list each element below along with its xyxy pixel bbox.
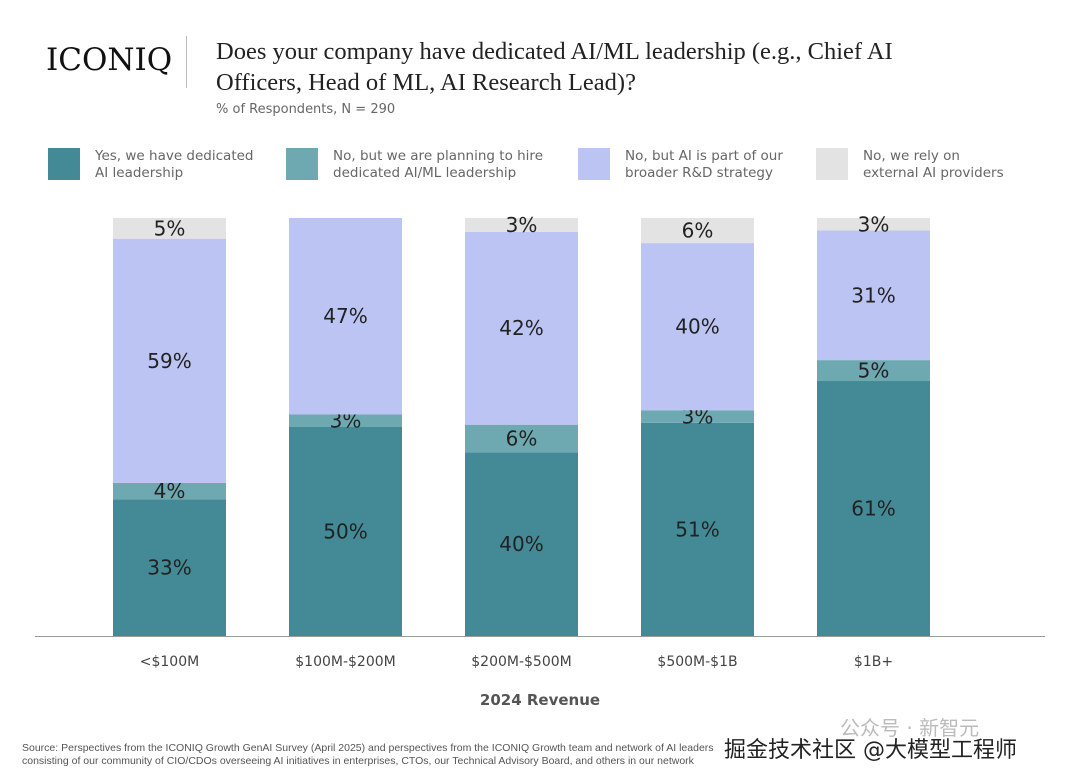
bar-segment: [289, 218, 402, 415]
data-label: 6%: [506, 426, 538, 450]
data-label: 5%: [154, 216, 186, 240]
bar-segment: [641, 243, 754, 411]
legend-label: No, but we are planning to hire dedicate…: [333, 148, 543, 181]
bar-segment: [641, 422, 754, 636]
source-note: Source: Perspectives from the ICONIQ Gro…: [22, 742, 714, 767]
data-label: 31%: [851, 283, 895, 307]
legend-label: Yes, we have dedicated AI leadership: [95, 148, 254, 181]
data-label: 61%: [851, 497, 895, 521]
legend-swatch: [816, 148, 848, 180]
watermark: 掘金技术社区 @大模型工程师: [724, 738, 1017, 763]
chart-title: Does your company have dedicated AI/ML l…: [216, 38, 893, 96]
bar-segment: [465, 231, 578, 425]
legend-swatch: [48, 148, 80, 180]
data-label: 4%: [154, 479, 186, 503]
x-tick-label: $200M-$500M: [471, 654, 571, 670]
bar-segment: [113, 499, 226, 636]
bar-segment: [113, 218, 226, 239]
legend-label: No, but AI is part of our broader R&D st…: [625, 148, 783, 181]
data-label: 5%: [858, 359, 890, 383]
legend-item-3: No, we rely on external AI providers: [816, 148, 1004, 182]
bar-segment: [289, 414, 402, 427]
data-label: 47%: [323, 304, 367, 328]
legend-item-1: No, but we are planning to hire dedicate…: [286, 148, 543, 182]
data-label: 40%: [675, 315, 719, 339]
bar-segment: [465, 218, 578, 232]
x-tick-label: <$100M: [140, 654, 199, 670]
data-label: 3%: [858, 212, 890, 236]
x-axis-title: 2024 Revenue: [479, 691, 601, 709]
data-label: 51%: [675, 517, 719, 541]
legend-swatch: [578, 148, 610, 180]
data-label: 3%: [506, 213, 538, 237]
chart-subtitle: % of Respondents, N = 290: [216, 102, 396, 117]
divider: [186, 36, 187, 88]
bar-segment: [817, 218, 930, 231]
bar-segment: [817, 381, 930, 636]
bar-segment: [641, 218, 754, 244]
bar-segment: [817, 230, 930, 361]
legend-label: No, we rely on external AI providers: [863, 148, 1004, 181]
data-label: 33%: [147, 556, 191, 580]
iconiq-logo: ICONIQ: [46, 42, 173, 78]
x-tick-label: $500M-$1B: [657, 654, 737, 670]
data-label: 42%: [499, 316, 543, 340]
bar-segment: [113, 238, 226, 483]
bar-segment: [465, 452, 578, 636]
data-label: 6%: [682, 219, 714, 243]
data-label: 50%: [323, 520, 367, 544]
data-label: 40%: [499, 532, 543, 556]
bar-segment: [289, 427, 402, 636]
bar-segment: [641, 410, 754, 423]
x-tick-label: $1B+: [854, 654, 893, 670]
legend-item-2: No, but AI is part of our broader R&D st…: [578, 148, 783, 182]
bar-segment: [465, 424, 578, 453]
data-label: 59%: [147, 349, 191, 373]
bar-segment: [817, 360, 930, 382]
x-tick-label: $100M-$200M: [295, 654, 395, 670]
legend-item-0: Yes, we have dedicated AI leadership: [48, 148, 254, 182]
bar-segment: [113, 482, 226, 500]
watermark-secondary: 公众号 · 新智元: [840, 716, 980, 740]
legend-swatch: [286, 148, 318, 180]
